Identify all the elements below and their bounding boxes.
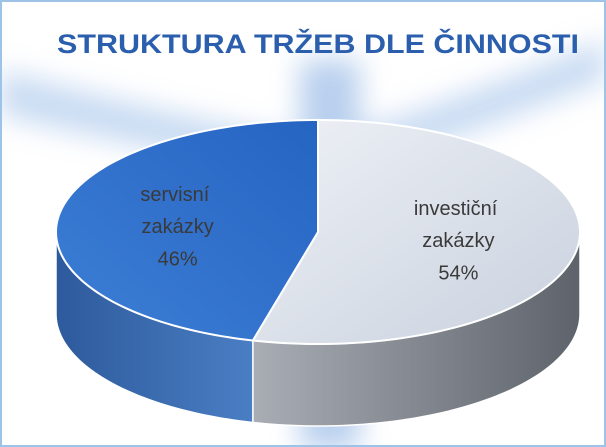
chart-title: STRUKTURA TRŽEB DLE ČINNOSTI [57,28,579,59]
pie: investiční zakázky 54% servisní zakázky 46% [54,118,582,427]
slice-label: servisní zakázky [140,184,214,238]
slice [54,118,319,342]
slice [251,118,582,346]
slice-label: investiční zakázky [414,198,503,252]
slice-value-label: 54% [438,262,478,284]
slice-value-label: 46% [158,248,198,270]
